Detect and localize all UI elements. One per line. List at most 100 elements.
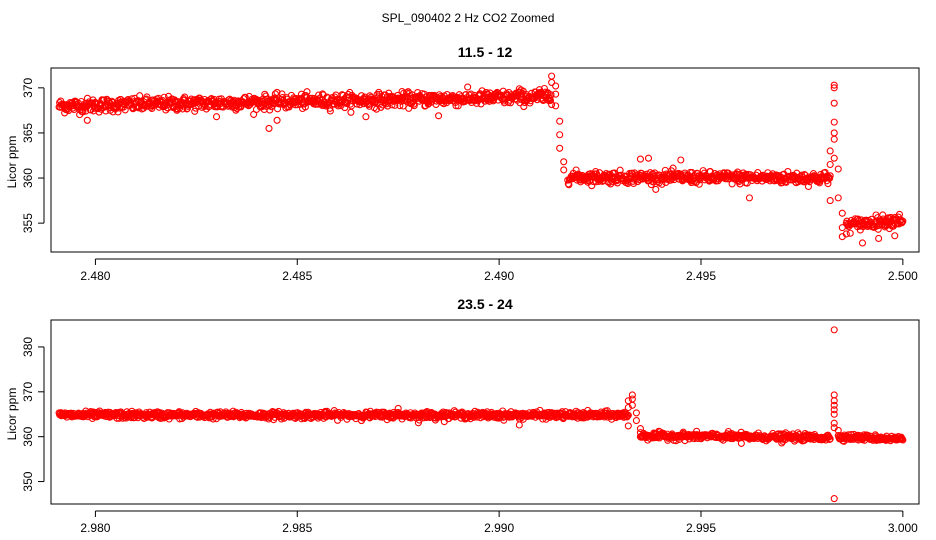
- data-point: [628, 401, 636, 409]
- data-point: [858, 239, 867, 247]
- data-point: [121, 106, 129, 114]
- data-point: [838, 209, 846, 217]
- panel-1-x-tick-label: 2.490: [484, 269, 514, 283]
- data-point: [624, 411, 632, 419]
- data-point: [826, 160, 834, 169]
- data-point: [552, 90, 560, 98]
- data-point: [644, 154, 653, 162]
- data-point: [191, 107, 199, 115]
- data-point: [830, 135, 838, 143]
- data-point: [830, 401, 838, 409]
- data-point: [271, 90, 279, 98]
- data-point: [804, 182, 813, 191]
- data-point: [826, 147, 834, 155]
- data-point: [548, 101, 556, 109]
- data-point: [515, 85, 523, 93]
- panel-2-y-tick-label: 360: [21, 426, 35, 446]
- data-point: [114, 108, 122, 116]
- panel-1-y-tick-label: 370: [21, 78, 35, 98]
- data-point: [842, 230, 850, 238]
- data-point: [891, 232, 899, 240]
- data-point: [394, 404, 402, 412]
- data-point: [547, 91, 555, 99]
- data-point: [366, 92, 374, 100]
- panel-1-y-tick-label: 355: [21, 213, 35, 233]
- data-point: [830, 84, 838, 92]
- panel-1-title: 11.5 - 12: [458, 44, 513, 60]
- data-point: [347, 108, 355, 116]
- panel-1-x-axis: 2.480 2.485 2.490 2.495 2.500: [80, 258, 918, 283]
- data-point: [556, 117, 564, 125]
- panel-2-plot-frame: [50, 319, 920, 505]
- panel-2-y-axis-label: Licor ppm: [5, 388, 19, 441]
- data-point: [265, 124, 273, 132]
- data-point: [464, 83, 472, 91]
- data-point: [266, 106, 274, 114]
- data-point: [624, 422, 632, 430]
- panel-1-x-tick-label: 2.500: [888, 269, 918, 283]
- data-point: [160, 93, 168, 101]
- data-point: [452, 102, 460, 110]
- panel-2-x-tick-label: 2.990: [484, 521, 514, 535]
- data-point: [830, 118, 838, 126]
- data-point: [113, 104, 121, 112]
- data-point: [632, 416, 640, 425]
- data-point: [520, 103, 528, 111]
- panel-1-points: [55, 72, 907, 247]
- data-point: [379, 101, 387, 109]
- data-point: [830, 326, 838, 334]
- data-point: [636, 155, 644, 163]
- panel-2-x-tick-label: 2.995: [686, 521, 716, 535]
- data-point: [162, 106, 170, 114]
- data-point: [628, 391, 636, 399]
- data-point: [372, 105, 381, 113]
- panel-2-y-tick-label: 370: [21, 381, 35, 401]
- data-point: [326, 107, 334, 115]
- data-point: [624, 403, 632, 412]
- data-point: [826, 197, 834, 205]
- data-point: [846, 229, 854, 237]
- data-point: [556, 144, 564, 152]
- data-point: [830, 391, 838, 399]
- data-point: [875, 234, 883, 243]
- data-point: [830, 495, 838, 503]
- panel-1-x-tick-label: 2.480: [80, 269, 110, 283]
- data-point: [834, 165, 842, 173]
- data-point: [834, 194, 842, 202]
- data-point: [830, 129, 838, 137]
- data-point: [82, 107, 90, 115]
- data-point: [879, 211, 887, 219]
- data-point: [572, 166, 580, 174]
- panel-2-title: 23.5 - 24: [457, 296, 512, 312]
- panel-2-points: [55, 326, 907, 503]
- data-point: [830, 410, 838, 418]
- data-point: [303, 88, 311, 96]
- data-point: [212, 113, 221, 121]
- data-point: [278, 90, 286, 98]
- data-point: [140, 104, 148, 112]
- scatter-panel-2: 23.5 - 24 Licor ppm 2.980 2.985 2.990 2.995…: [5, 296, 920, 535]
- data-point: [556, 131, 564, 139]
- scatter-panel-1: 11.5 - 12 Licor ppm 2.480 2.485 2.490 2.495…: [5, 44, 920, 283]
- panel-1-y-tick-label: 365: [21, 123, 35, 143]
- panel-1-y-tick-label: 360: [21, 168, 35, 188]
- data-point: [778, 439, 786, 447]
- data-point: [669, 164, 677, 172]
- data-point: [658, 180, 666, 188]
- data-point: [535, 86, 544, 94]
- panel-1-x-tick-label: 2.495: [686, 269, 716, 283]
- panel-2-x-axis: 2.980 2.985 2.990 2.995 3.000: [80, 510, 918, 535]
- data-point: [552, 102, 560, 110]
- panel-2-x-tick-label: 2.980: [80, 521, 110, 535]
- data-point: [273, 116, 281, 124]
- data-point: [560, 166, 568, 174]
- data-point: [874, 225, 882, 233]
- data-point: [830, 99, 838, 107]
- data-point: [695, 180, 703, 188]
- data-point: [588, 182, 596, 190]
- data-point: [362, 113, 370, 121]
- data-point: [552, 82, 560, 90]
- panel-1-plot-frame: [50, 67, 920, 253]
- data-point: [632, 409, 640, 417]
